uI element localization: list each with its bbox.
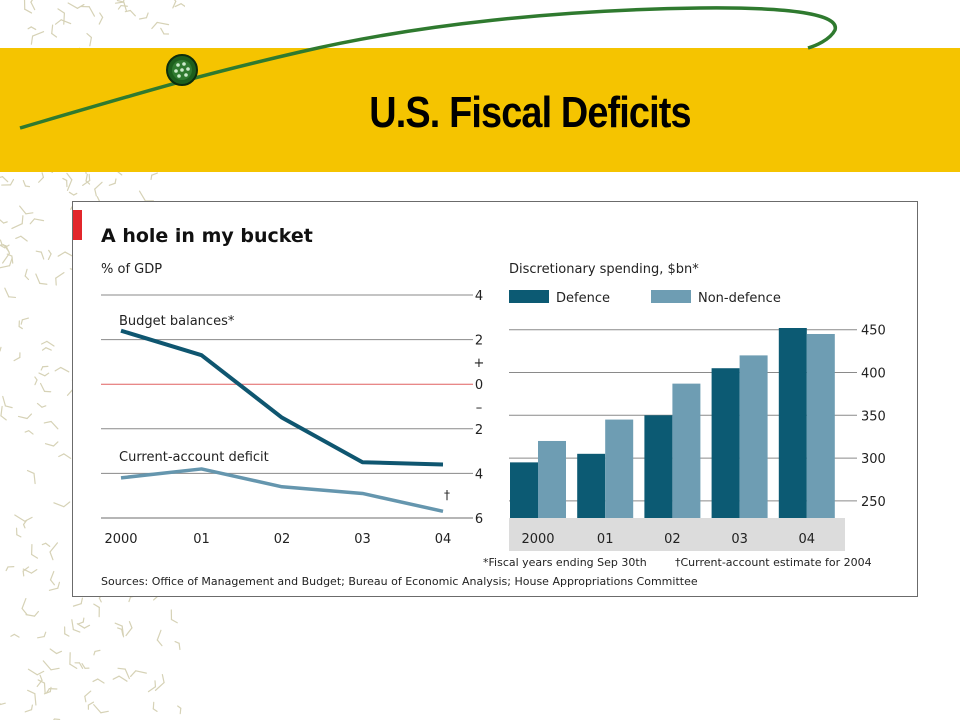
y-tick-label: 300 [861, 452, 886, 467]
x-tick-label: 01 [597, 532, 614, 547]
bar-defence [644, 415, 673, 518]
decorative-swoosh [19, 6, 837, 130]
annotation-dagger: † [444, 488, 450, 502]
bar-non-defence [806, 333, 835, 518]
y-tick-label: 6 [475, 512, 483, 527]
x-tick-label: 04 [799, 532, 816, 547]
chart-panel: A hole in my bucket % of GDP Discretiona… [72, 201, 918, 597]
bar-non-defence [739, 355, 768, 518]
x-tick-label: 02 [274, 532, 291, 547]
bar-non-defence [538, 440, 566, 518]
slide-title: U.S. Fiscal Deficits [369, 88, 691, 137]
legend-swatch-non-defence [651, 290, 691, 303]
bar-defence [778, 328, 807, 518]
bar-non-defence [672, 383, 701, 518]
y-tick-label: – [476, 401, 483, 416]
y-tick-label: 2 [475, 334, 483, 349]
series-label-current-account-deficit: Current-account deficit [119, 450, 269, 465]
bar-chart-title: Discretionary spending, $bn* [509, 262, 699, 277]
chart-title: A hole in my bucket [101, 225, 313, 247]
line-chart-ylabel: % of GDP [101, 262, 162, 277]
bar-defence [577, 453, 606, 518]
legend-label-non-defence: Non-defence [698, 291, 781, 306]
bar-defence [711, 368, 740, 518]
y-tick-label: 4 [475, 467, 483, 482]
legend-label-defence: Defence [556, 291, 610, 306]
bar-non-defence [605, 419, 634, 518]
title-band [0, 48, 960, 172]
y-tick-label: 2 [475, 423, 483, 438]
y-tick-label: 250 [861, 495, 886, 510]
footnote-fiscal: *Fiscal years ending Sep 30th [483, 556, 647, 569]
bar-chart: 450 400 350 300 250 2000 01 02 03 04 [509, 324, 886, 551]
footnote-sources: Sources: Office of Management and Budget… [101, 575, 698, 588]
x-tick-label: 2000 [521, 532, 554, 547]
y-tick-label: 350 [861, 409, 886, 424]
y-tick-label: 0 [475, 378, 483, 393]
y-tick-label: 400 [861, 367, 886, 382]
y-tick-label: 450 [861, 324, 886, 339]
x-tick-label: 02 [664, 532, 681, 547]
x-tick-label: 01 [193, 532, 210, 547]
red-accent-bar [73, 210, 82, 240]
line-chart: 4 2 +0 – 2 4 6 2000 01 02 03 04 Budget balances* Curr… [101, 289, 484, 547]
y-tick-label: + [474, 356, 485, 371]
x-tick-label: 03 [354, 532, 371, 547]
series-line-budget-balances [120, 328, 444, 467]
bar-defence [510, 462, 538, 518]
category-band [509, 518, 845, 551]
x-tick-label: 04 [435, 532, 452, 547]
y-tick-label: 4 [475, 289, 483, 304]
series-line-current-account-deficit [120, 467, 444, 514]
x-tick-label: 2000 [104, 532, 137, 547]
legend-swatch-defence [509, 290, 549, 303]
x-tick-label: 03 [731, 532, 748, 547]
series-label-budget-balances: Budget balances* [119, 314, 235, 329]
footnote-current-account: †Current-account estimate for 2004 [675, 556, 872, 569]
chart-figure: A hole in my bucket % of GDP Discretiona… [73, 210, 886, 588]
